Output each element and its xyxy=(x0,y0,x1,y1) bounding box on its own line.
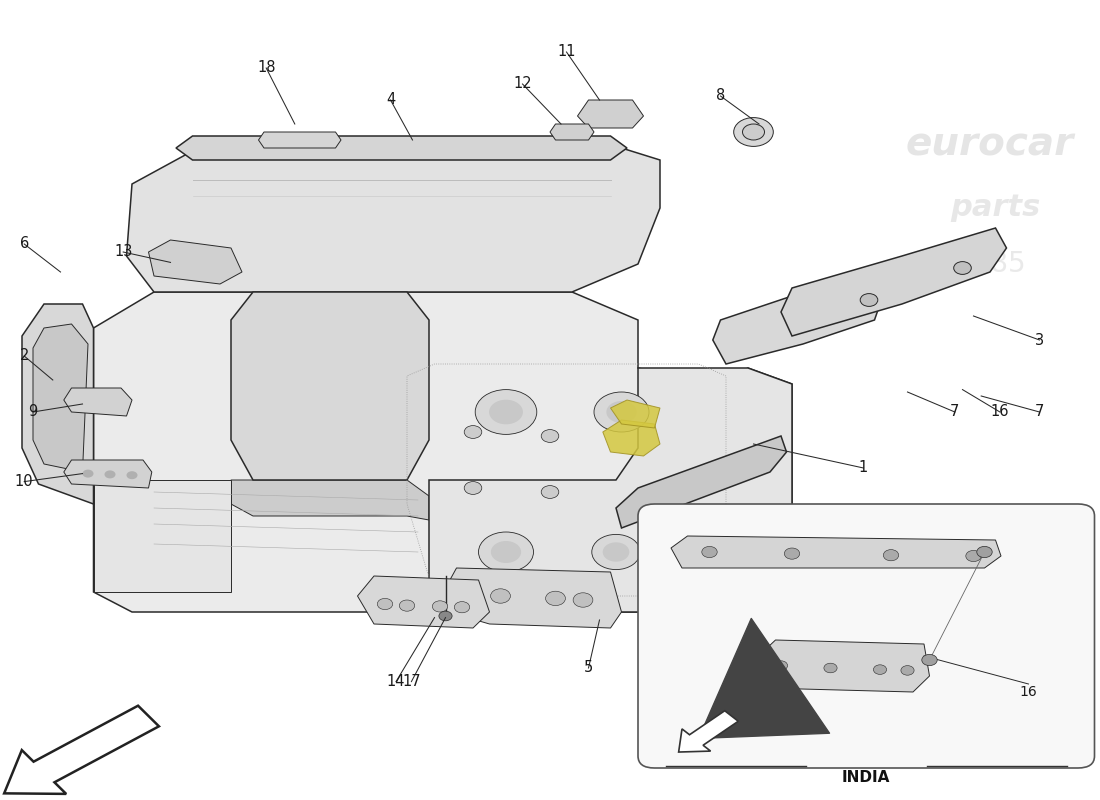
Text: 17: 17 xyxy=(403,674,420,689)
Polygon shape xyxy=(550,124,594,140)
Circle shape xyxy=(126,471,138,479)
Circle shape xyxy=(541,486,559,498)
Text: 4: 4 xyxy=(386,93,395,107)
Polygon shape xyxy=(148,240,242,284)
Polygon shape xyxy=(616,436,786,528)
Circle shape xyxy=(901,666,914,675)
Circle shape xyxy=(546,591,565,606)
Circle shape xyxy=(439,611,452,621)
Polygon shape xyxy=(22,304,94,504)
Circle shape xyxy=(464,482,482,494)
Text: 16: 16 xyxy=(991,405,1009,419)
Circle shape xyxy=(478,532,534,572)
Polygon shape xyxy=(358,576,490,628)
Text: 7: 7 xyxy=(1035,405,1044,419)
Circle shape xyxy=(399,600,415,611)
Text: 14: 14 xyxy=(387,674,405,689)
FancyArrow shape xyxy=(679,710,738,752)
Polygon shape xyxy=(429,368,792,612)
Circle shape xyxy=(734,118,773,146)
Polygon shape xyxy=(64,460,152,488)
Circle shape xyxy=(860,294,878,306)
Text: 13: 13 xyxy=(114,245,132,259)
Text: 8: 8 xyxy=(716,89,725,103)
Circle shape xyxy=(454,602,470,613)
Text: 3: 3 xyxy=(1035,333,1044,347)
Text: INDIA: INDIA xyxy=(843,770,890,786)
Circle shape xyxy=(774,661,788,670)
Text: 11: 11 xyxy=(558,45,575,59)
Circle shape xyxy=(784,548,800,559)
Circle shape xyxy=(603,542,629,562)
Circle shape xyxy=(922,654,937,666)
Circle shape xyxy=(873,665,887,674)
Polygon shape xyxy=(126,148,660,292)
Circle shape xyxy=(883,550,899,561)
Polygon shape xyxy=(781,228,1007,336)
Circle shape xyxy=(377,598,393,610)
Polygon shape xyxy=(94,292,792,612)
Text: 2: 2 xyxy=(20,349,29,363)
FancyBboxPatch shape xyxy=(638,504,1094,768)
Circle shape xyxy=(491,541,521,563)
Circle shape xyxy=(657,482,674,494)
Circle shape xyxy=(490,400,522,424)
Text: 5: 5 xyxy=(584,661,593,675)
Polygon shape xyxy=(231,480,429,520)
Text: eurocar: eurocar xyxy=(169,321,447,383)
Circle shape xyxy=(475,390,537,434)
Circle shape xyxy=(606,401,637,423)
Circle shape xyxy=(702,546,717,558)
Text: 10: 10 xyxy=(15,474,33,489)
Polygon shape xyxy=(610,400,660,428)
Text: parts: parts xyxy=(950,194,1041,222)
Circle shape xyxy=(104,470,116,478)
Circle shape xyxy=(573,593,593,607)
Text: since 1985: since 1985 xyxy=(408,476,538,500)
Text: 18: 18 xyxy=(257,61,275,75)
Text: 12: 12 xyxy=(514,77,531,91)
Polygon shape xyxy=(33,324,88,472)
Circle shape xyxy=(954,262,971,274)
Polygon shape xyxy=(258,132,341,148)
Circle shape xyxy=(824,663,837,673)
Polygon shape xyxy=(176,136,627,160)
Text: 7: 7 xyxy=(950,405,959,419)
Circle shape xyxy=(82,470,94,478)
Text: 1: 1 xyxy=(859,461,868,475)
Polygon shape xyxy=(231,292,429,480)
Circle shape xyxy=(966,550,981,562)
Text: 16: 16 xyxy=(1020,685,1037,699)
Polygon shape xyxy=(64,388,132,416)
Polygon shape xyxy=(578,100,644,128)
Text: 6: 6 xyxy=(20,237,29,251)
Text: a passion for parts: a passion for parts xyxy=(262,411,508,437)
Polygon shape xyxy=(671,536,1001,568)
FancyArrow shape xyxy=(4,706,158,794)
Circle shape xyxy=(491,589,510,603)
Text: eurocar: eurocar xyxy=(906,125,1074,163)
Circle shape xyxy=(977,546,992,558)
Circle shape xyxy=(592,534,640,570)
Polygon shape xyxy=(713,280,880,364)
Polygon shape xyxy=(446,568,622,628)
Circle shape xyxy=(742,124,764,140)
Circle shape xyxy=(594,392,649,432)
Circle shape xyxy=(432,601,448,612)
Text: 1985: 1985 xyxy=(955,250,1025,278)
Circle shape xyxy=(541,430,559,442)
Circle shape xyxy=(464,426,482,438)
Text: 9: 9 xyxy=(29,405,37,419)
Polygon shape xyxy=(94,480,231,592)
Polygon shape xyxy=(757,640,930,692)
Polygon shape xyxy=(603,420,660,456)
